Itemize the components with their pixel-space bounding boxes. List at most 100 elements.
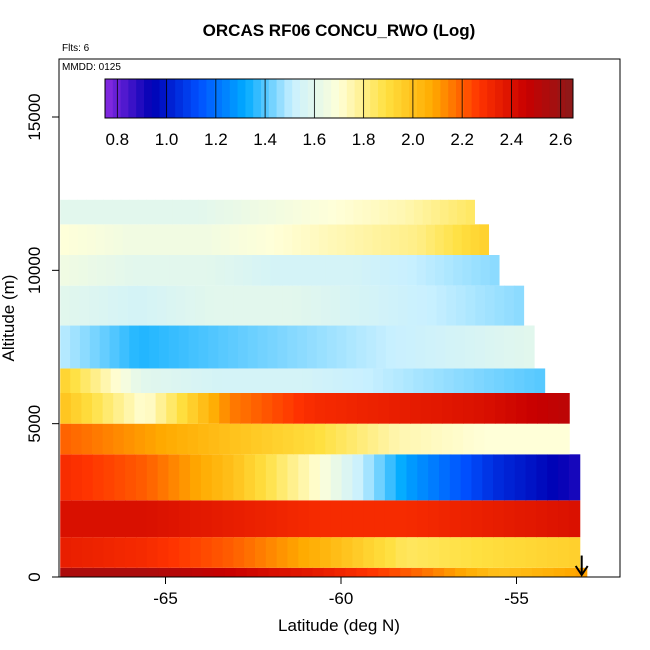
heatmap-cell <box>319 199 329 225</box>
heatmap-cell <box>146 454 159 501</box>
heatmap-cell <box>247 325 259 369</box>
heatmap-cell <box>352 537 364 568</box>
heatmap-cell <box>398 255 409 286</box>
heatmap-cell <box>431 393 443 424</box>
heatmap-cell <box>422 567 434 577</box>
heatmap-cell <box>69 224 79 255</box>
heatmap-cell <box>396 199 406 225</box>
heatmap-cell <box>255 537 267 568</box>
colorbar-segment <box>206 79 215 118</box>
heatmap-cell <box>255 500 267 538</box>
heatmap-cell <box>169 567 182 577</box>
heatmap-cell <box>185 285 196 326</box>
heatmap-cell <box>330 285 341 326</box>
colorbar-segment <box>222 79 231 118</box>
heatmap-cell <box>514 454 527 501</box>
heatmap-cell <box>525 454 537 501</box>
heatmap-cell <box>304 423 316 455</box>
heatmap-cell <box>406 454 418 501</box>
heatmap-cell <box>526 423 538 455</box>
heatmap-cell <box>422 199 432 225</box>
heatmap-cell <box>118 285 129 326</box>
heatmap-cell <box>399 224 409 255</box>
heatmap-cell <box>126 567 138 577</box>
heatmap-cell <box>104 224 115 255</box>
heatmap-cell <box>346 325 357 369</box>
heatmap-cell <box>211 454 224 501</box>
heatmap-cell <box>420 393 432 424</box>
heatmap-cell <box>353 199 363 225</box>
heatmap-cell <box>505 393 517 424</box>
colorbar-segment <box>198 79 207 118</box>
heatmap-cell <box>441 393 454 424</box>
heatmap-cell <box>265 500 278 538</box>
heatmap-cell <box>244 500 256 538</box>
heatmap-cell <box>241 199 251 225</box>
heatmap-cell <box>89 285 100 326</box>
heatmap-cell <box>282 368 293 393</box>
heatmap-cell <box>265 454 278 501</box>
heatmap-cell <box>319 537 332 568</box>
heatmap-cell <box>229 423 242 455</box>
heatmap-cell <box>240 393 252 424</box>
heatmap-cell <box>341 537 353 568</box>
heatmap-cell <box>137 285 148 326</box>
heatmap-cell <box>60 454 72 501</box>
heatmap-cell <box>176 285 187 326</box>
heatmap-cell <box>168 325 180 369</box>
heatmap-cell <box>346 423 358 455</box>
heatmap-cell <box>362 368 374 393</box>
heatmap-cell <box>179 500 191 538</box>
x-tick-label: -65 <box>153 589 178 608</box>
heatmap-cell <box>79 285 90 326</box>
colorbar-tick-label: 1.6 <box>303 130 327 149</box>
heatmap-cell <box>416 255 427 286</box>
heatmap-cell <box>494 285 505 326</box>
colorbar-segment <box>136 79 145 118</box>
heatmap-cell <box>157 500 170 538</box>
heatmap-cell <box>151 255 162 286</box>
heatmap-cell <box>558 454 570 501</box>
heatmap-cell <box>272 368 283 393</box>
heatmap-cell <box>60 224 70 255</box>
heatmap-cell <box>366 325 377 369</box>
heatmap-cell <box>415 325 427 369</box>
heatmap-cell <box>356 325 367 369</box>
heatmap-cell <box>439 199 450 225</box>
heatmap-cell <box>135 454 148 501</box>
heatmap-cell <box>385 325 397 369</box>
heatmap-cell <box>291 285 303 326</box>
heatmap-cell <box>185 224 195 255</box>
heatmap-cell <box>465 285 476 326</box>
heatmap-cell <box>202 567 215 577</box>
colorbar-segment <box>339 79 348 118</box>
heatmap-cell <box>190 537 202 568</box>
heatmap-cell <box>168 454 180 501</box>
heatmap-cell <box>473 368 485 393</box>
heatmap-cell <box>125 500 137 538</box>
heatmap-cell <box>224 255 235 286</box>
heatmap-cell <box>428 500 440 538</box>
heatmap-cell <box>434 255 445 286</box>
colorbar-segment <box>409 79 418 118</box>
flights-note: Flts: 6 <box>62 43 90 54</box>
heatmap-cell <box>168 537 180 568</box>
heatmap-cell <box>113 224 124 255</box>
heatmap-cell <box>288 255 299 286</box>
heatmap-cell <box>322 368 334 393</box>
heatmap-cell <box>406 500 418 538</box>
heatmap-cell <box>179 255 189 286</box>
heatmap-cell <box>272 393 284 424</box>
x-axis-label: Latitude (deg N) <box>278 616 400 635</box>
heatmap-cell <box>463 368 475 393</box>
heatmap-cell <box>367 567 379 577</box>
heatmap-cell <box>423 368 435 393</box>
heatmap-cell <box>395 325 407 369</box>
heatmap-cell <box>103 199 113 225</box>
colorbar-segment <box>105 79 114 118</box>
colorbar-segment <box>456 79 465 118</box>
heatmap-cell <box>113 393 125 424</box>
heatmap-cell <box>525 537 537 568</box>
heatmap-cell <box>568 454 581 501</box>
colorbar-segment <box>385 79 395 118</box>
